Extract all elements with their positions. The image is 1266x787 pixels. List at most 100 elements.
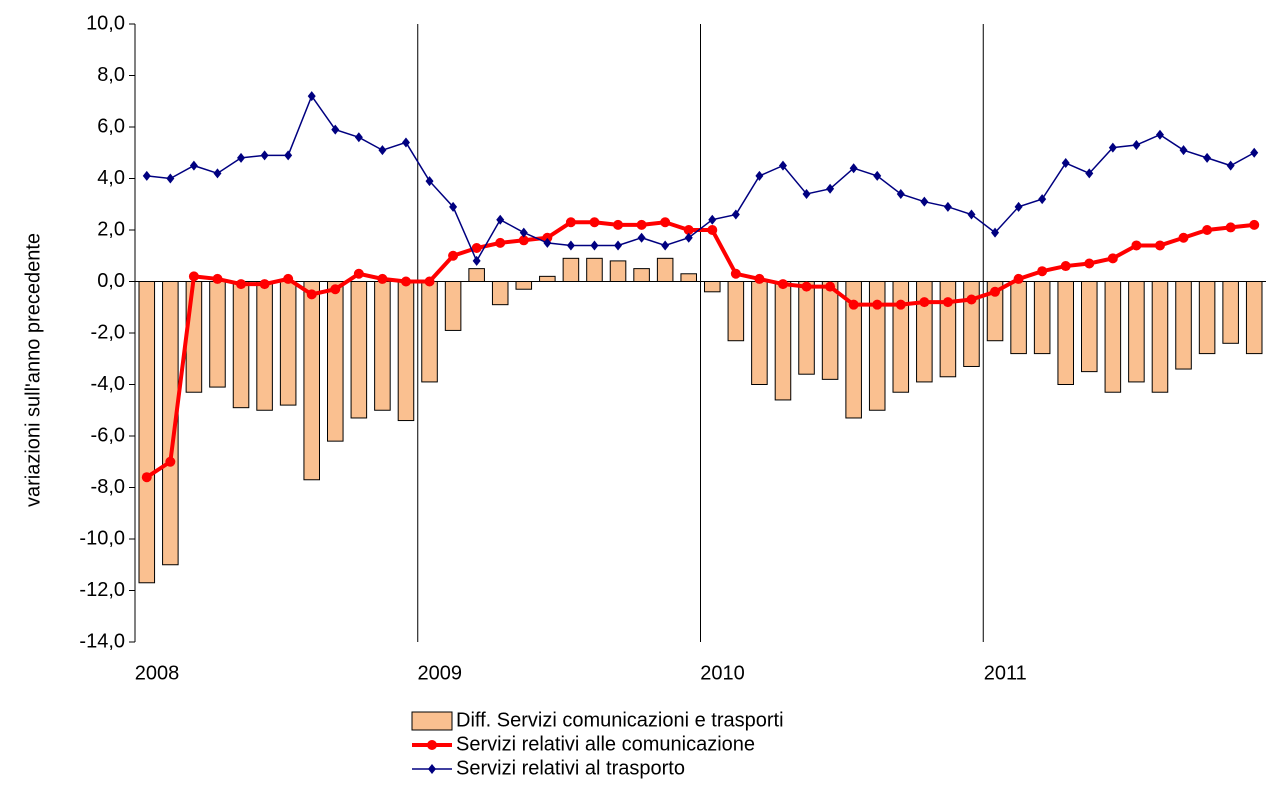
marker (189, 160, 198, 171)
marker (259, 279, 270, 290)
marker (237, 152, 246, 163)
marker (873, 170, 882, 181)
bar (444, 281, 462, 331)
marker (141, 472, 152, 483)
bar (303, 281, 320, 481)
bar (421, 281, 438, 383)
marker (1038, 194, 1047, 205)
marker (1107, 253, 1118, 264)
legend-marker (427, 740, 437, 750)
bar (397, 281, 415, 422)
marker (542, 232, 553, 243)
bar (586, 257, 603, 283)
marker (1060, 261, 1071, 272)
bar (327, 281, 344, 442)
bar (539, 275, 556, 283)
marker (1108, 142, 1117, 153)
bar (1151, 281, 1169, 393)
y-tick-label: 4,0 (97, 167, 125, 189)
marker (401, 137, 410, 148)
legend-label: Diff. Servizi comunicazioni e trasporti (456, 709, 784, 731)
marker (684, 232, 693, 243)
y-tick-label: -6,0 (91, 424, 125, 446)
marker (565, 217, 576, 228)
marker (825, 281, 836, 292)
marker (188, 271, 199, 282)
marker (990, 286, 1001, 297)
marker (518, 235, 529, 246)
marker (1014, 201, 1023, 212)
marker (614, 240, 623, 251)
bar (374, 281, 391, 411)
marker (213, 168, 222, 179)
bar (185, 281, 203, 393)
marker (331, 124, 340, 135)
bar (916, 281, 933, 383)
marker (449, 201, 458, 212)
bar (774, 281, 792, 401)
bar (963, 281, 980, 367)
marker (707, 225, 718, 235)
bar (821, 281, 839, 380)
marker (378, 145, 387, 156)
marker (166, 173, 175, 184)
x-tick-label: 2009 (418, 662, 463, 684)
legend-label: Servizi relativi al trasporto (456, 757, 685, 779)
bar (1245, 281, 1263, 355)
marker (966, 294, 977, 305)
bar (1175, 281, 1192, 370)
marker (778, 160, 787, 171)
y-tick-label: -4,0 (91, 373, 125, 395)
marker (260, 150, 269, 161)
marker (543, 237, 552, 248)
marker (425, 176, 434, 187)
bar (704, 281, 721, 293)
marker (212, 273, 223, 284)
marker (777, 279, 788, 290)
marker (1132, 140, 1141, 151)
marker (1226, 160, 1235, 171)
marker (471, 243, 482, 254)
marker (942, 297, 953, 308)
marker (730, 268, 741, 279)
y-tick-label: -14,0 (79, 630, 125, 652)
bar (1198, 281, 1216, 355)
bar (1033, 281, 1051, 355)
y-tick-label: 8,0 (97, 64, 125, 86)
x-tick-label: 2008 (135, 662, 180, 684)
marker (353, 268, 364, 279)
marker (284, 150, 293, 161)
marker (495, 237, 506, 248)
bar (491, 281, 509, 306)
y-tick-label: -10,0 (79, 527, 125, 549)
bar (1128, 281, 1145, 383)
marker (496, 214, 505, 225)
y-tick-label: 10,0 (86, 12, 125, 34)
y-tick-label: 0,0 (97, 270, 125, 292)
marker (1037, 266, 1048, 277)
marker (826, 183, 835, 194)
bar (727, 281, 745, 342)
marker (590, 240, 599, 251)
marker (613, 219, 624, 230)
marker (848, 299, 859, 310)
marker (1084, 258, 1095, 269)
marker (1179, 145, 1188, 156)
marker (1155, 129, 1164, 140)
x-tick-label: 2011 (984, 662, 1027, 684)
bar (609, 260, 627, 282)
marker (589, 217, 600, 228)
marker (377, 273, 388, 284)
bar (256, 281, 273, 411)
bar (1010, 281, 1027, 355)
marker (849, 163, 858, 174)
line (146, 94, 1255, 263)
x-tick-label: 2010 (700, 662, 745, 684)
marker (1154, 240, 1165, 251)
marker (330, 284, 341, 295)
bar (562, 257, 580, 283)
bar (209, 281, 226, 388)
marker (283, 273, 294, 284)
marker (661, 240, 670, 251)
marker (802, 188, 811, 199)
